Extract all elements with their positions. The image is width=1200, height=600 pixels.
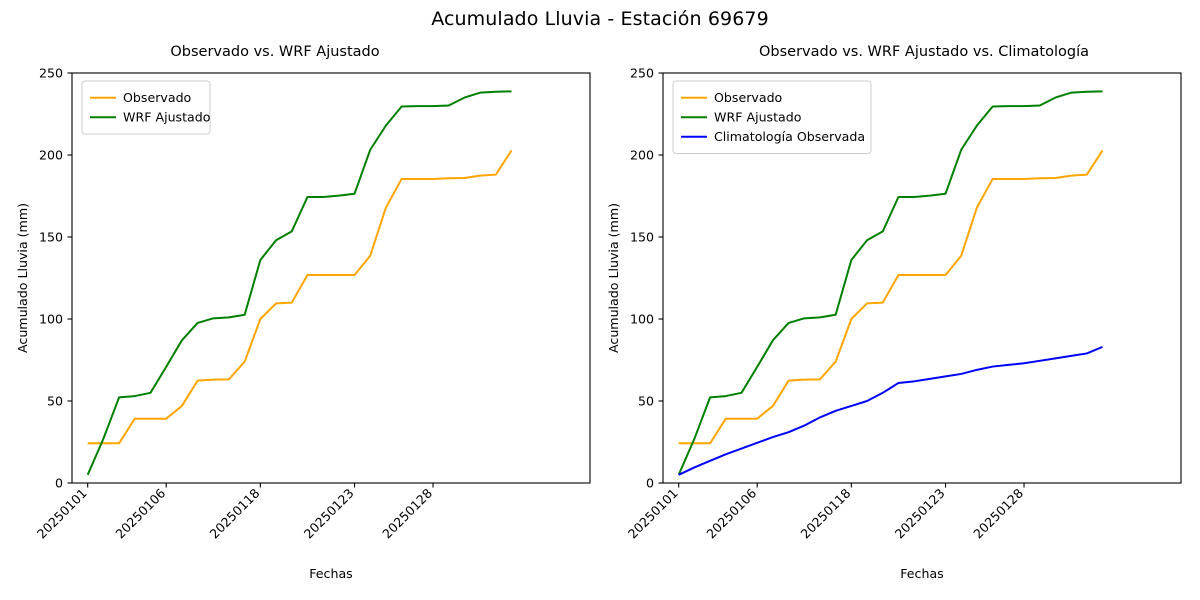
legend-label: Observado: [123, 90, 192, 105]
subplot-right: Observado vs. WRF Ajustado vs. Climatolo…: [600, 0, 1200, 600]
legend-label: WRF Ajustado: [714, 110, 802, 125]
x-tick-label: 20250118: [798, 486, 854, 542]
y-tick-label: 0: [55, 476, 63, 491]
axes-spines: [662, 72, 1182, 484]
figure-suptitle: Acumulado Lluvia - Estación 69679: [431, 8, 769, 30]
x-tick-label: 20250106: [703, 486, 759, 542]
y-tick-label: 200: [630, 148, 654, 163]
series-line-climatolog-a-observada: [678, 345, 1103, 476]
series-line-wrf-ajustado: [677, 90, 1103, 476]
legend-box: [672, 80, 872, 154]
y-tick-label: 0: [646, 476, 654, 491]
y-tick-label: 100: [630, 312, 654, 327]
subplot-left: Observado vs. WRF Ajustado 0 50 100 150 200 2…: [15, 44, 591, 581]
x-tick-label: 20250118: [207, 486, 263, 542]
x-tick-label: 20250106: [112, 486, 168, 542]
series-line-observado: [678, 149, 1104, 445]
legend-label: WRF Ajustado: [123, 110, 211, 125]
x-axis-label: Fechas: [900, 566, 944, 581]
x-tick-label: 20250123: [892, 486, 948, 542]
legend-label: Climatología Observada: [714, 129, 865, 144]
x-axis-label: Fechas: [309, 566, 353, 581]
subplot-left-title: Observado vs. WRF Ajustado: [170, 44, 380, 60]
y-axis-label: Acumulado Lluvia (mm): [606, 203, 621, 353]
x-tick-label: 20250123: [301, 486, 357, 542]
legend-box: [81, 80, 211, 135]
subplot-left-plot: 0 50 100 150 200 250 20250101 20250106 20250118 2…: [15, 66, 591, 581]
y-tick-label: 250: [630, 66, 654, 81]
y-tick-label: 150: [39, 230, 63, 245]
legend-label: Observado: [714, 90, 783, 105]
subplot-right-title: Observado vs. WRF Ajustado vs. Climatolo…: [759, 44, 1089, 60]
subplot-right-plot: 0 50 100 150 200 250 20250101 20250106 20250118 2…: [606, 66, 1182, 581]
axes-spines: [71, 72, 591, 484]
series-line-observado: [87, 149, 513, 445]
y-axis-label: Acumulado Lluvia (mm): [15, 203, 30, 353]
y-tick-label: 100: [39, 312, 63, 327]
y-tick-label: 50: [638, 394, 654, 409]
y-tick-label: 50: [47, 394, 63, 409]
y-tick-label: 200: [39, 148, 63, 163]
y-tick-label: 150: [630, 230, 654, 245]
x-tick-label: 20250128: [379, 486, 435, 542]
x-tick-label: 20250128: [970, 486, 1026, 542]
x-tick-label: 20250101: [625, 486, 681, 542]
y-tick-label: 250: [39, 66, 63, 81]
series-line-wrf-ajustado: [86, 90, 512, 476]
x-tick-label: 20250101: [34, 486, 90, 542]
